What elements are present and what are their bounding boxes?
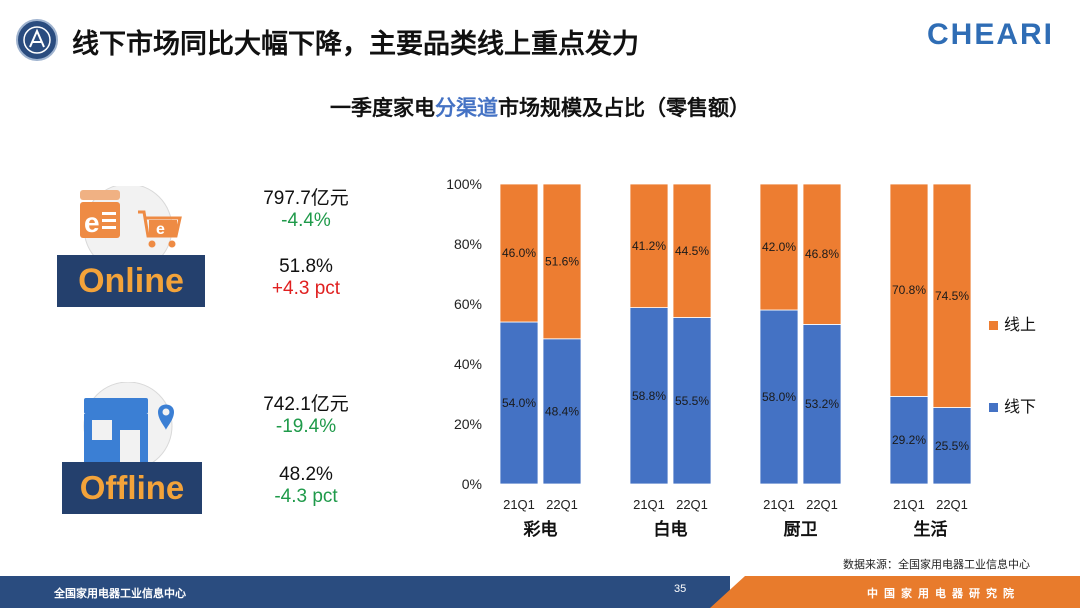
offline-share-block: 48.2% -4.3 pct: [246, 464, 366, 508]
online-amount-block: 797.7亿元 -4.4%: [246, 183, 366, 232]
seal-icon: [23, 26, 51, 54]
bar-online: [672, 183, 712, 318]
y-tick-label: 100%: [446, 176, 482, 192]
svg-text:e: e: [156, 221, 165, 238]
data-label-online: 70.8%: [892, 283, 926, 297]
bar-offline: [759, 309, 799, 485]
slide-title: 线下市场同比大幅下降，主要品类线上重点发力: [72, 29, 639, 59]
offline-amount-block: 742.1亿元 -19.4%: [246, 389, 366, 438]
bar-online: [629, 183, 669, 308]
data-label-offline: 54.0%: [502, 396, 536, 410]
x-tick-label: 22Q1: [806, 497, 838, 512]
data-label-offline: 58.0%: [762, 390, 796, 404]
y-tick-label: 80%: [454, 236, 482, 252]
page-number: 35: [674, 583, 687, 595]
legend-online-swatch: [989, 321, 998, 331]
data-label-offline: 48.4%: [545, 404, 579, 418]
y-tick-label: 20%: [454, 416, 482, 432]
bar-online: [542, 183, 582, 340]
data-label-offline: 55.5%: [675, 394, 709, 408]
chart-title-highlight: 分渠道: [435, 97, 498, 120]
online-shop-icon: e e: [80, 186, 182, 268]
bar-online: [759, 183, 799, 311]
x-tick-label: 22Q1: [676, 497, 708, 512]
data-label-online: 46.0%: [502, 246, 536, 260]
footer-org-name: 全国家用电器工业信息中心: [54, 588, 186, 600]
data-label-offline: 58.8%: [632, 389, 666, 403]
data-label-online: 46.8%: [805, 247, 839, 261]
group-label: 厨卫: [784, 520, 818, 539]
offline-label: Offline: [62, 462, 202, 514]
group-label: 生活: [914, 519, 948, 539]
bar-offline: [802, 323, 842, 485]
bar-offline: [932, 407, 972, 485]
institute-seal-logo: [16, 19, 58, 61]
brand-logo: CHEARI: [926, 18, 1054, 51]
data-label-online: 41.2%: [632, 239, 666, 253]
bar-online: [499, 183, 539, 323]
footer-left-band: [0, 576, 730, 608]
online-amount: 797.7亿元: [263, 188, 349, 209]
data-label-online: 44.5%: [675, 244, 709, 258]
data-label-offline: 53.2%: [805, 397, 839, 411]
data-source: 数据来源：全国家用电器工业信息中心: [843, 559, 1030, 571]
y-tick-label: 40%: [454, 356, 482, 372]
bar-offline: [889, 395, 929, 485]
group-label: 白电: [654, 519, 688, 539]
data-label-offline: 25.5%: [935, 439, 969, 453]
bar-online: [932, 183, 972, 408]
offline-share: 48.2%: [279, 464, 333, 485]
group-label: 彩电: [523, 519, 558, 539]
offline-store-icon: [83, 382, 174, 466]
x-tick-label: 21Q1: [633, 497, 665, 512]
x-tick-label: 21Q1: [503, 497, 535, 512]
svg-text:e: e: [84, 207, 100, 238]
bar-offline: [629, 307, 669, 485]
legend-offline: 线下: [989, 393, 1036, 417]
offline-share-change: -4.3 pct: [274, 486, 338, 507]
x-tick-label: 21Q1: [763, 497, 795, 512]
legend-offline-label: 线下: [1004, 399, 1037, 416]
legend-online-label: 线上: [1004, 317, 1037, 334]
bar-online: [802, 183, 842, 325]
data-label-online: 51.6%: [545, 254, 579, 268]
online-amount-change: -4.4%: [281, 210, 331, 231]
y-tick-label: 0%: [462, 476, 482, 492]
footer-institute-name: 中国家用电器研究院: [867, 588, 1020, 600]
online-label: Online: [57, 255, 205, 307]
footer-bar: 全国家用电器工业信息中心 35 中国家用电器研究院: [0, 576, 1080, 608]
x-tick-label: 22Q1: [546, 497, 578, 512]
legend-online: 线上: [989, 311, 1036, 335]
bar-online: [889, 183, 929, 397]
chart-title: 一季度家电分渠道市场规模及占比（零售额）: [0, 92, 1080, 122]
bar-offline: [542, 338, 582, 485]
online-share-change: +4.3 pct: [271, 278, 341, 299]
chart-title-suffix: 市场规模及占比（零售额）: [498, 97, 750, 120]
x-tick-label: 21Q1: [893, 497, 925, 512]
chart-title-prefix: 一季度家电: [330, 97, 435, 120]
data-label-online: 74.5%: [935, 289, 969, 303]
offline-amount-change: -19.4%: [275, 416, 337, 437]
legend-offline-swatch: [989, 403, 998, 413]
x-tick-label: 22Q1: [936, 497, 968, 512]
footer-right-band: [710, 576, 1080, 608]
y-tick-label: 60%: [454, 296, 482, 312]
bar-offline: [672, 317, 712, 485]
offline-amount: 742.1亿元: [263, 394, 349, 415]
online-share: 51.8%: [279, 256, 333, 277]
data-label-offline: 29.2%: [892, 433, 926, 447]
online-share-block: 51.8% +4.3 pct: [246, 256, 366, 300]
bar-offline: [499, 321, 539, 485]
data-label-online: 42.0%: [762, 240, 796, 254]
